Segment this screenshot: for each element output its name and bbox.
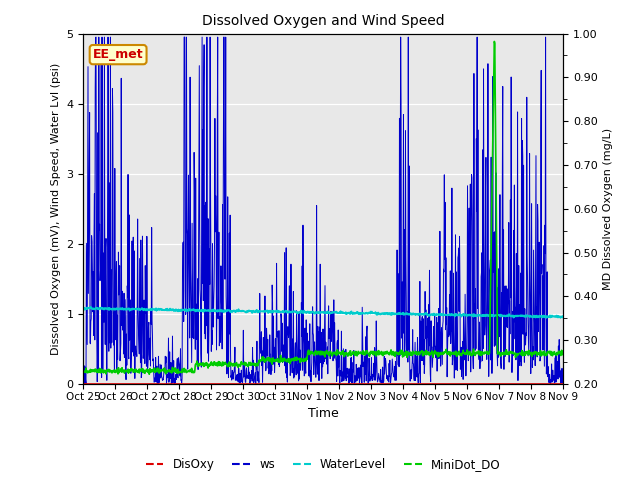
Title: Dissolved Oxygen and Wind Speed: Dissolved Oxygen and Wind Speed	[202, 14, 445, 28]
X-axis label: Time: Time	[308, 407, 339, 420]
Y-axis label: MD Dissolved Oxygen (mg/L): MD Dissolved Oxygen (mg/L)	[604, 128, 613, 290]
Y-axis label: Dissolved Oxygen (mV), Wind Speed, Water Lvl (psi): Dissolved Oxygen (mV), Wind Speed, Water…	[51, 63, 61, 355]
Legend: DisOxy, ws, WaterLevel, MiniDot_DO: DisOxy, ws, WaterLevel, MiniDot_DO	[141, 454, 506, 476]
Text: EE_met: EE_met	[93, 48, 143, 61]
